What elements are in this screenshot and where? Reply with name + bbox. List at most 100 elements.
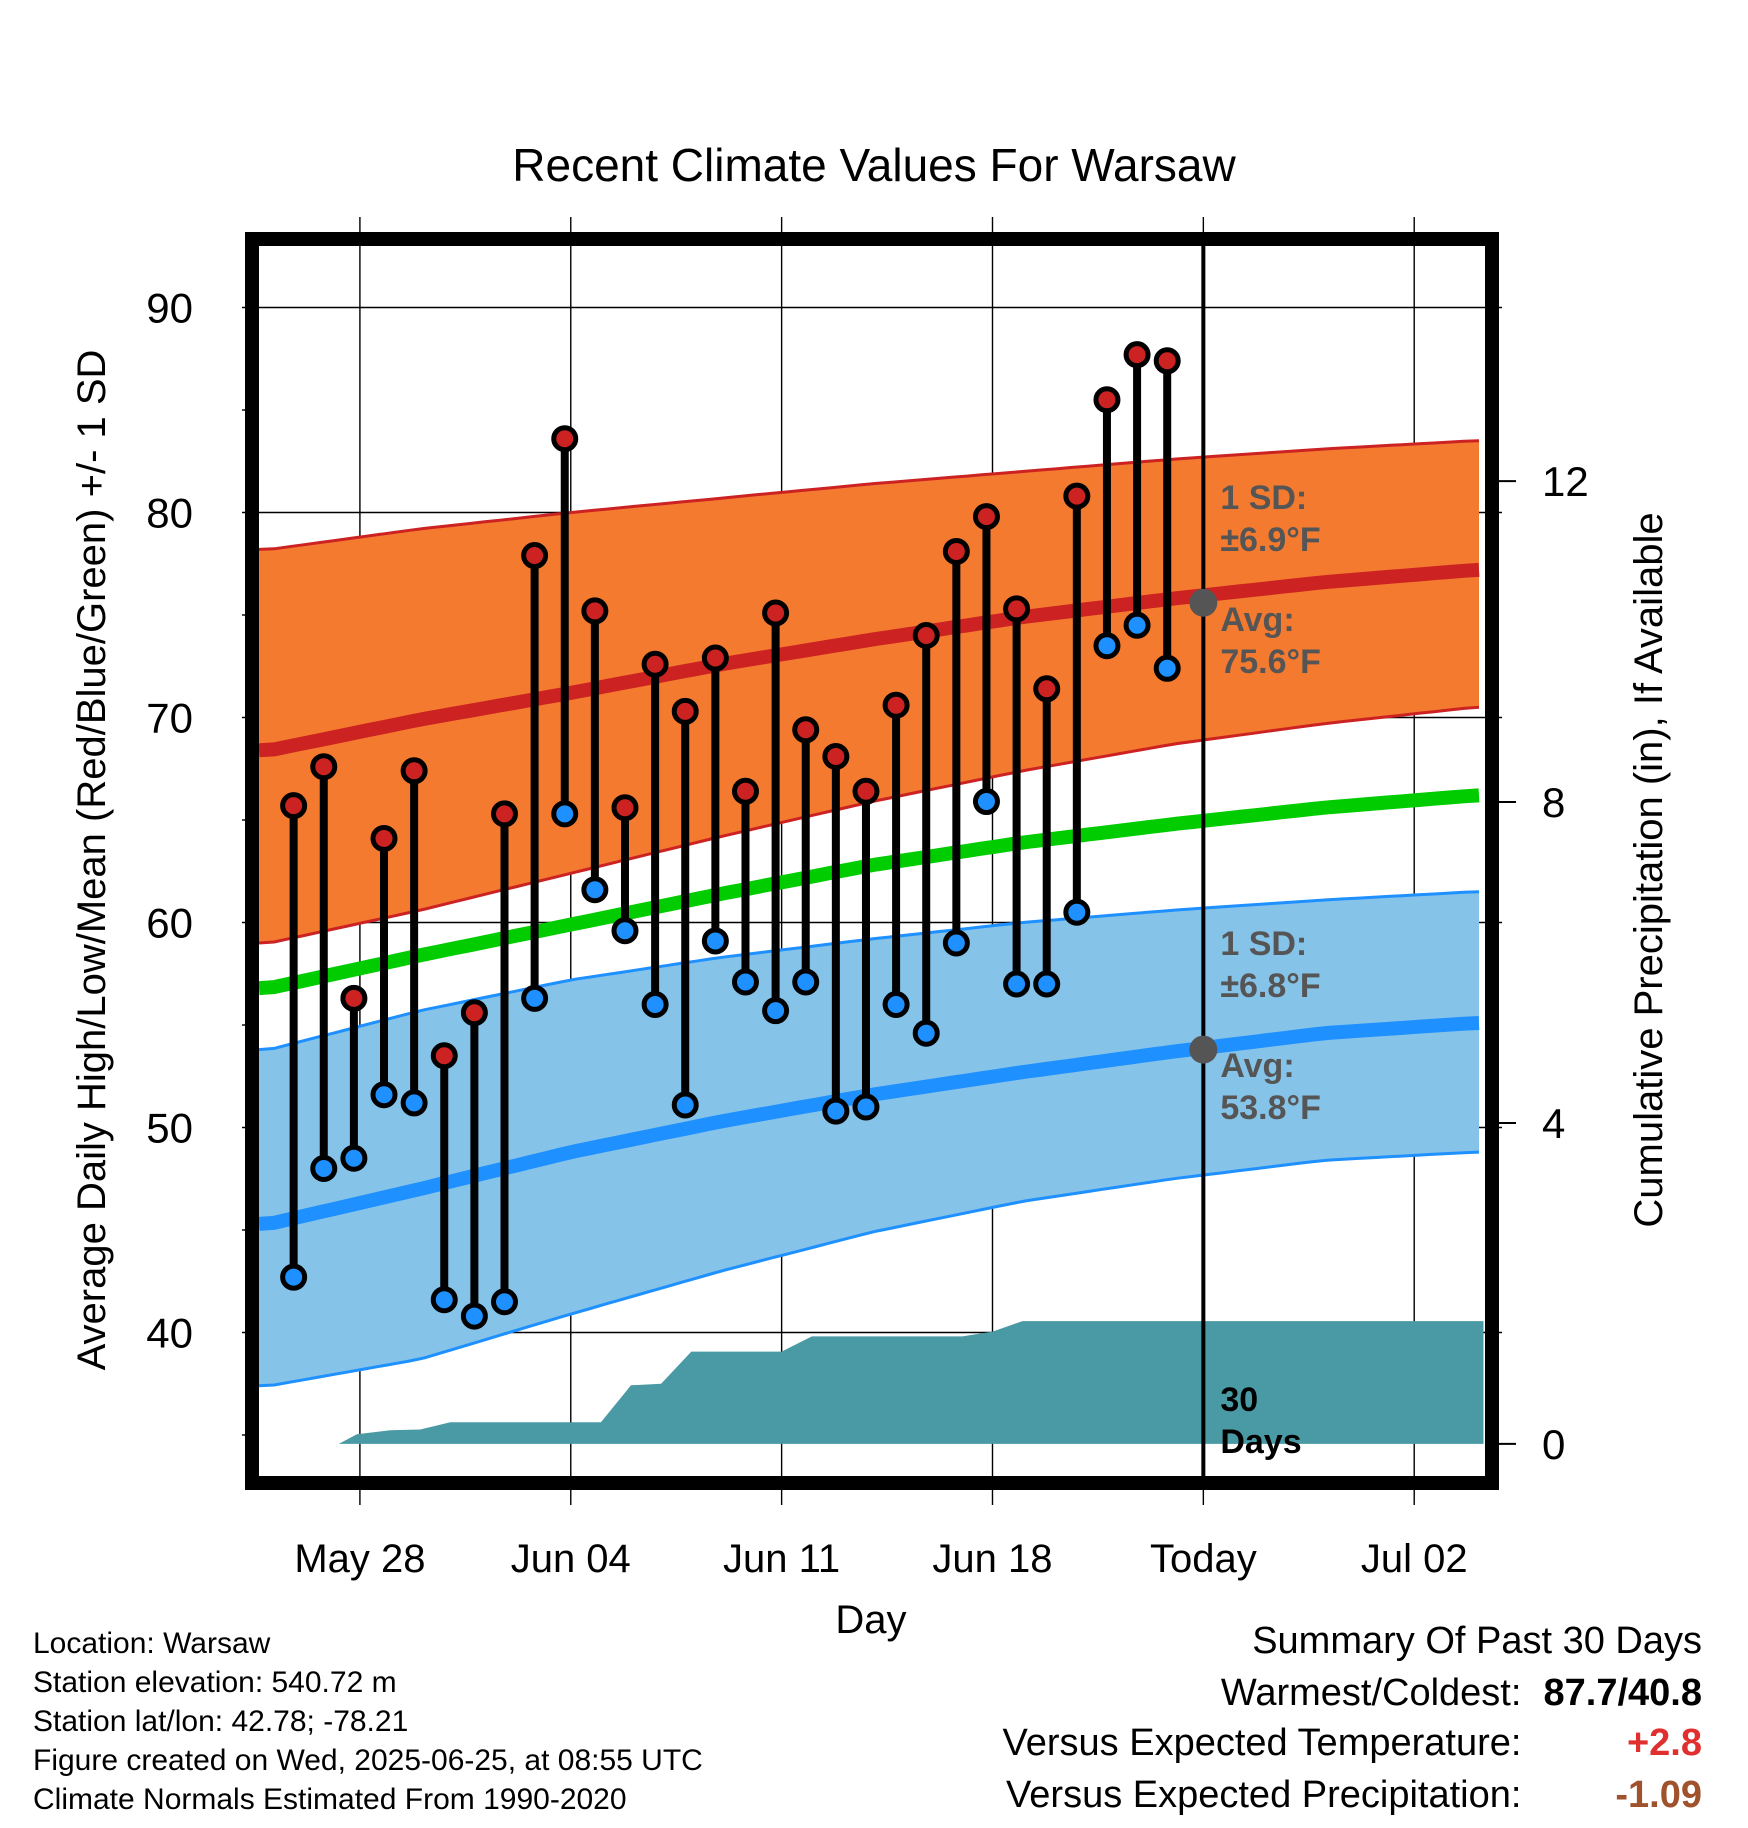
summary-temp-value: +2.8	[1626, 1722, 1702, 1764]
high-point	[370, 824, 398, 852]
low-point	[731, 968, 759, 996]
high-point	[310, 753, 338, 781]
high-point	[1063, 482, 1091, 510]
high-point	[430, 1042, 458, 1070]
low-sd-band-fill	[259, 891, 1479, 1386]
y-tick-label: 40	[146, 1310, 193, 1357]
summary-warmest-row: Warmest/Coldest: 87.7/40.8	[1221, 1672, 1702, 1715]
low-point	[882, 991, 910, 1018]
summary-precip-row: Versus Expected Precipitation: -1.09	[1006, 1774, 1702, 1817]
y2-tick-label: 0	[1542, 1421, 1565, 1468]
low-point	[1033, 970, 1061, 998]
climate-normals-note: Climate Normals Estimated From 1990-2020	[33, 1783, 627, 1816]
y-axis-label: Average Daily High/Low/Mean (Red/Blue/Gr…	[70, 350, 114, 1371]
chart-title: Recent Climate Values For Warsaw	[512, 139, 1236, 191]
high-point	[581, 597, 609, 625]
y-tick-label: 50	[146, 1105, 193, 1152]
low-point	[280, 1263, 308, 1291]
high-point	[701, 644, 729, 672]
high-point	[280, 792, 308, 820]
station-elevation: Station elevation: 540.72 m	[33, 1666, 397, 1699]
high-point	[1093, 386, 1121, 414]
low-point	[460, 1302, 488, 1330]
high-point	[762, 599, 790, 627]
high-point	[822, 742, 850, 770]
today-low-avg-marker	[1189, 1035, 1218, 1064]
summary-precip-value: -1.09	[1615, 1774, 1702, 1816]
high-point	[792, 716, 820, 744]
low-point	[822, 1097, 850, 1125]
summary-temp-row: Versus Expected Temperature: +2.8	[1003, 1722, 1702, 1765]
figure-created: Figure created on Wed, 2025-06-25, at 08…	[33, 1744, 703, 1777]
low-point	[792, 968, 820, 996]
low-point	[581, 876, 609, 904]
high-point	[611, 794, 639, 822]
high-point	[340, 984, 368, 1012]
high-point	[491, 800, 519, 828]
axes: 40 50 60 70 80 90 0 4 8 12 May 28 Jun 04 Jun 11 Jun 1…	[70, 232, 1671, 1642]
y2-tick-label: 4	[1542, 1100, 1565, 1147]
summary-temp-label: Versus Expected Temperature:	[1002, 1722, 1522, 1764]
high-point	[1033, 675, 1061, 703]
low-point	[1003, 970, 1031, 998]
high-sd-band-upper-edge	[259, 439, 1480, 551]
daily-observations	[280, 341, 1181, 1330]
low-point	[430, 1286, 458, 1314]
low-point	[611, 917, 639, 945]
low-point	[340, 1144, 368, 1172]
station-latlon: Station lat/lon: 42.78; -78.21	[33, 1705, 409, 1738]
high-point	[1153, 347, 1181, 375]
high-avg-line	[259, 562, 1480, 758]
high-point	[671, 697, 699, 725]
low-point	[1153, 654, 1181, 682]
low-point	[310, 1155, 338, 1182]
low-point	[521, 984, 549, 1012]
high-point	[551, 425, 579, 453]
x-axis-label: Day	[835, 1598, 906, 1642]
low-sd-value: ±6.8°F	[1220, 967, 1320, 1005]
today-high-avg-marker	[1189, 588, 1218, 617]
summary-warmest-label: Warmest/Coldest:	[1220, 1672, 1522, 1714]
low-sd-label: 1 SD:	[1220, 925, 1307, 963]
y2-axis-label: Cumulative Precipitation (in), If Availa…	[1627, 512, 1671, 1227]
low-point	[491, 1288, 519, 1316]
low-point	[972, 788, 1000, 816]
high-point	[641, 650, 669, 678]
low-point	[912, 1019, 940, 1047]
low-point	[701, 927, 729, 955]
high-point	[1003, 595, 1031, 623]
high-point	[521, 542, 549, 570]
high-point	[972, 503, 1000, 531]
low-point	[641, 991, 669, 1018]
y2-tick-label: 12	[1542, 458, 1589, 505]
days-word-label: Days	[1220, 1423, 1301, 1461]
low-point	[762, 997, 790, 1025]
annotations: 1 SD: ±6.9°F Avg: 75.6°F 1 SD: ±6.8°F Avg: 53.8…	[1189, 479, 1321, 1461]
x-tick-label: Today	[1150, 1537, 1257, 1581]
low-point	[671, 1091, 699, 1119]
low-point	[1093, 632, 1121, 660]
summary-warmest-value: 87.7/40.8	[1543, 1672, 1702, 1714]
high-point	[882, 691, 910, 719]
summary-heading: Summary Of Past 30 Days	[1252, 1620, 1702, 1662]
high-point	[912, 622, 940, 649]
days-count-label: 30	[1220, 1381, 1258, 1419]
low-point	[1063, 898, 1091, 926]
low-avg-value: 53.8°F	[1220, 1089, 1321, 1127]
high-point	[400, 757, 428, 785]
low-point	[400, 1089, 428, 1117]
low-point	[942, 929, 970, 957]
x-tick-label: Jun 04	[511, 1537, 631, 1581]
y2-tick-label: 8	[1542, 779, 1565, 826]
high-point	[731, 777, 759, 805]
high-avg-value: 75.6°F	[1220, 643, 1321, 681]
plot-frame	[245, 232, 1499, 1490]
high-avg-label: Avg:	[1220, 601, 1294, 639]
low-sd-band-lower-edge	[259, 1150, 1480, 1388]
high-point	[460, 999, 488, 1027]
station-location: Location: Warsaw	[33, 1627, 271, 1660]
y-tick-label: 70	[146, 695, 193, 742]
high-point	[852, 777, 880, 805]
high-sd-label: 1 SD:	[1220, 479, 1307, 517]
